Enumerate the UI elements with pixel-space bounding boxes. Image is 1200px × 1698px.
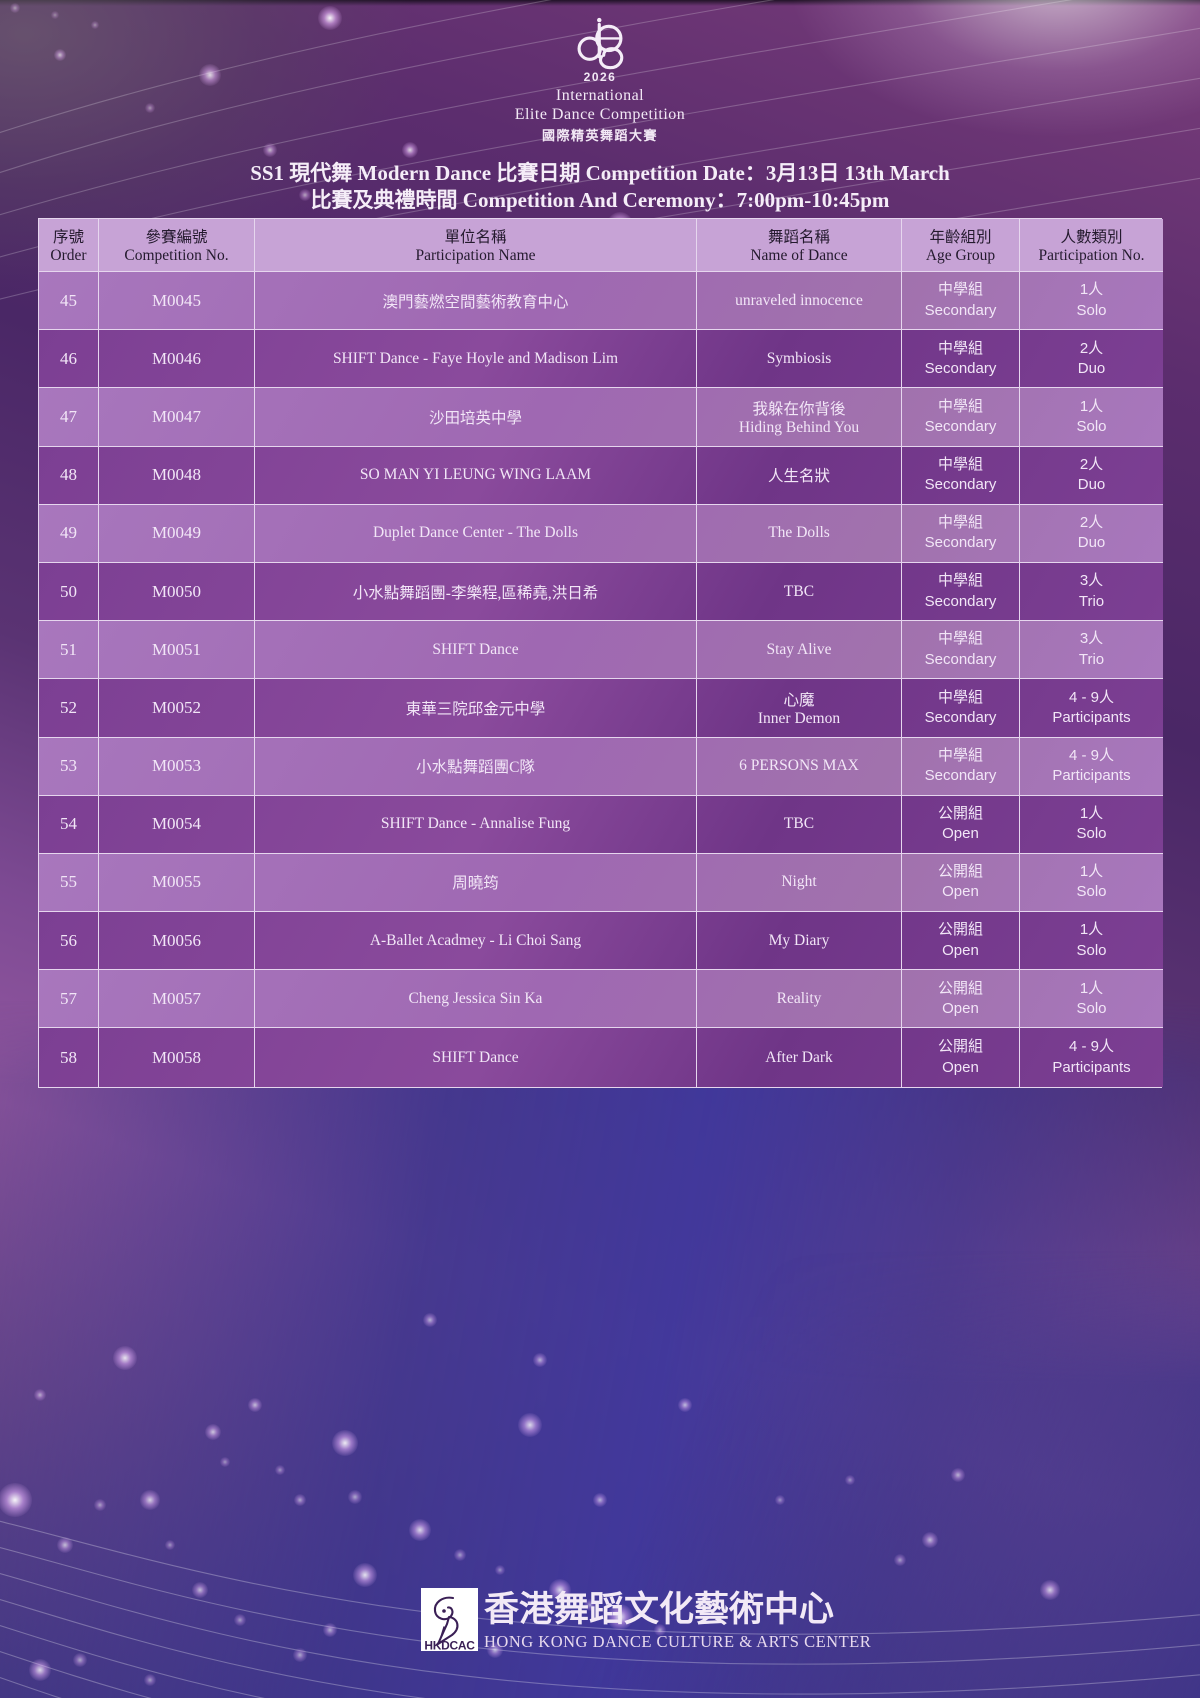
svg-text:HKDCAC: HKDCAC — [424, 1639, 475, 1652]
